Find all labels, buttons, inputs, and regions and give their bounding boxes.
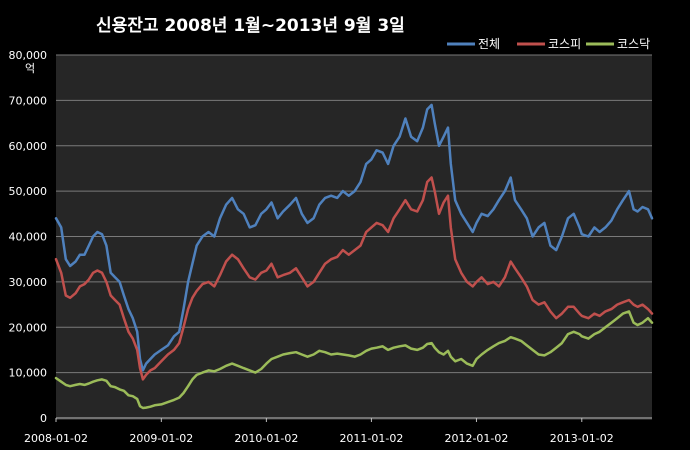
x-tick-label: 2010-01-02 bbox=[234, 432, 298, 445]
x-tick-label: 2009-01-02 bbox=[129, 432, 193, 445]
legend: 전체 코스피 코스닥 bbox=[447, 37, 650, 51]
y-tick-label: 30,000 bbox=[9, 276, 48, 289]
y-tick-label: 80,000 bbox=[9, 49, 48, 62]
series-line-2 bbox=[54, 176, 654, 381]
series-line-3 bbox=[54, 310, 654, 410]
series-line-1 bbox=[54, 103, 654, 372]
y-tick-label: 0 bbox=[40, 412, 47, 425]
y-tick-label: 50,000 bbox=[9, 185, 48, 198]
y-tick-label: 40,000 bbox=[9, 231, 48, 244]
gridlines bbox=[56, 54, 652, 374]
x-axis: 2008-01-02 2009-01-02 2010-01-02 2011-01-02… bbox=[24, 417, 652, 445]
y-tick-label: 70,000 bbox=[9, 94, 48, 107]
chart-title: 신용잔고 2008년 1월~2013년 9월 3일 bbox=[96, 16, 405, 36]
y-axis-unit: 억 bbox=[25, 62, 35, 75]
x-tick-label: 2008-01-02 bbox=[24, 432, 88, 445]
y-tick-label: 20,000 bbox=[9, 321, 48, 334]
x-tick-label: 2012-01-02 bbox=[444, 432, 508, 445]
plot-area bbox=[56, 55, 652, 420]
legend-label: 코스피 bbox=[548, 37, 581, 51]
series-lines bbox=[54, 103, 654, 410]
legend-label: 코스닥 bbox=[617, 37, 650, 51]
y-tick-label: 60,000 bbox=[9, 140, 48, 153]
y-tick-label: 10,000 bbox=[9, 367, 48, 380]
x-tick-label: 2011-01-02 bbox=[339, 432, 403, 445]
y-axis: 80,000 70,000 60,000 50,000 40,000 30,000 20,0… bbox=[9, 49, 48, 425]
legend-label: 전체 bbox=[478, 37, 500, 51]
x-tick-label: 2013-01-02 bbox=[550, 432, 614, 445]
